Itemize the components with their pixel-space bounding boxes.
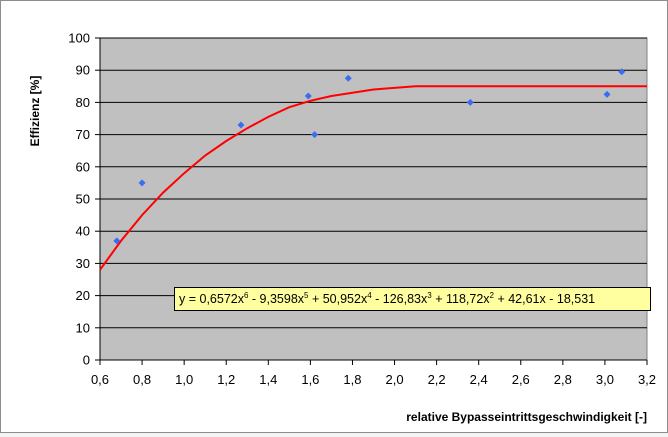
x-tick-label: 2,2 [428,372,446,387]
data-point [466,98,474,106]
data-point [113,237,121,245]
equation-text: - 126,83x [371,292,428,306]
x-tick-label: 2,8 [554,372,572,387]
x-tick-label: 1,0 [175,372,193,387]
x-tick-label: 0,8 [133,372,151,387]
y-tick-label: 0 [83,353,90,368]
axes [95,37,648,365]
x-tick-label: 3,0 [596,372,614,387]
data-point [344,74,352,82]
x-tick-label: 2,6 [512,372,530,387]
y-axis-title: Effizienz [%] [28,76,42,147]
equation-text: + 42,61x - 18,531 [493,292,596,306]
data-point [603,90,611,98]
equation-exponent: 3 [427,291,432,300]
equation-exponent: 6 [243,291,249,300]
x-tick-label: 2,0 [385,372,403,387]
x-tick-label: 1,4 [259,372,277,387]
y-tick-label: 40 [76,224,90,239]
x-tick-label: 0,6 [91,372,109,387]
equation-text: y = 0,6572x [179,292,244,306]
equation-text: - 9,3598x [248,292,305,306]
equation-text: + 50,952x [308,292,368,306]
x-tick-label: 1,6 [301,372,319,387]
data-point [237,121,245,129]
data-point [304,92,312,100]
y-tick-label: 50 [76,192,90,207]
data-point [311,131,319,139]
x-axis-title: relative Bypasseintrittsgeschwindigkeit … [406,410,647,424]
y-tick-label: 30 [76,256,90,271]
y-tick-label: 20 [76,288,90,303]
y-tick-label: 90 [76,63,90,78]
y-tick-labels: 0 10 20 30 40 50 60 70 80 90 100 [68,31,90,368]
y-tick-label: 70 [76,127,90,142]
y-tick-label: 100 [68,31,90,46]
y-tick-label: 80 [76,95,90,110]
equation-exponent: 2 [489,291,494,300]
x-tick-label: 1,8 [343,372,361,387]
equation-exponent: 5 [304,291,309,300]
data-point [138,179,146,187]
y-tick-label: 60 [76,159,90,174]
data-point [618,68,626,76]
trend-line [99,85,647,271]
x-tick-label: 2,4 [470,372,488,387]
x-tick-label: 1,2 [217,372,235,387]
equation-text: + 118,72x [431,292,490,306]
trendline-equation: y = 0,6572x6 - 9,3598x5 + 50,952x4 - 126… [174,287,651,311]
y-tick-label: 10 [76,320,90,335]
x-tick-labels: 0,6 0,8 1,0 1,2 1,4 1,6 1,8 2,0 2,2 2,4 2,6 2,8 3,0 3… [91,372,656,387]
data-points [113,68,626,245]
x-tick-label: 3,2 [638,372,656,387]
equation-exponent: 4 [367,291,372,300]
